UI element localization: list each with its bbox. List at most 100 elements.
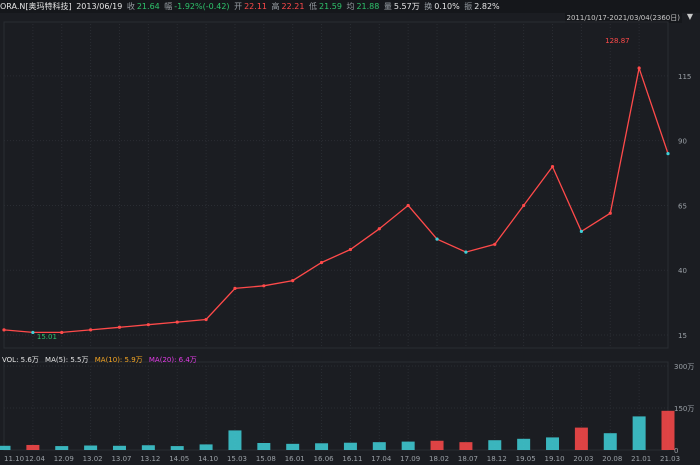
price-point	[89, 328, 93, 332]
open-label: 开	[234, 2, 243, 11]
x-tick-label: 20.03	[573, 455, 593, 463]
price-point	[464, 250, 468, 254]
volume-tick-label: 0	[674, 447, 678, 455]
symbol-label[interactable]: ORA.N[奥玛特科技]	[0, 2, 72, 11]
price-point	[522, 203, 526, 208]
volume-bar	[55, 446, 69, 450]
volume-bar	[401, 441, 415, 450]
avg-label: 均	[346, 2, 355, 11]
volume-bar	[228, 430, 242, 450]
price-annotation: 15.01	[37, 333, 57, 341]
quote-header: ORA.N[奥玛特科技] 2013/06/19 收 21.64 幅 -1.92%(-…	[0, 0, 700, 13]
volume-bar	[315, 443, 329, 450]
x-tick-label: 12.09	[54, 455, 74, 463]
price-point	[608, 211, 612, 215]
volume-bar	[372, 442, 386, 450]
volume-bar	[343, 442, 357, 450]
volume-bar	[430, 440, 444, 450]
volume-bar	[286, 443, 300, 450]
volume-bar	[661, 410, 675, 450]
turnover-label: 换	[424, 2, 433, 11]
x-tick-label: 13.07	[111, 455, 131, 463]
vol-label: 量	[383, 2, 392, 11]
x-tick-label: 16.06	[314, 455, 335, 463]
volume-bar	[257, 443, 271, 450]
date-label: 2013/06/19	[76, 2, 123, 11]
volume-bar	[0, 445, 11, 450]
x-tick-label: 15.08	[256, 455, 276, 463]
x-tick-label: 18.12	[487, 455, 507, 463]
price-point	[291, 279, 295, 283]
price-tick-label: 90	[678, 138, 687, 146]
price-point	[319, 260, 324, 265]
price-point	[579, 229, 583, 233]
volume-bar	[170, 446, 184, 450]
x-tick-label: 19.05	[516, 455, 536, 463]
x-tick-label: 11.10	[4, 455, 24, 463]
volume-header: VOL: 5.6万 MA(5): 5.5万 MA(10): 5.9万 MA(20…	[2, 355, 201, 365]
price-point	[377, 227, 381, 231]
volume-bar	[112, 445, 126, 450]
chevron-down-icon[interactable]: ▼	[686, 12, 694, 21]
x-tick-label: 14.05	[169, 455, 189, 463]
price-panel-frame	[3, 21, 669, 349]
vol-value: 5.57万	[393, 2, 420, 11]
price-point	[117, 325, 122, 329]
volume-bar	[141, 445, 155, 450]
price-point	[204, 317, 208, 322]
x-tick-label: 13.02	[83, 455, 103, 463]
open-value: 22.11	[244, 2, 267, 11]
price-point	[493, 242, 497, 246]
volume-bar	[603, 433, 617, 450]
x-tick-label: 16.11	[342, 455, 362, 463]
price-series-line	[3, 65, 669, 334]
price-point	[262, 284, 266, 288]
x-tick-label: 18.02	[429, 455, 449, 463]
price-tick-label: 40	[678, 267, 687, 275]
x-tick-label: 21.03	[660, 455, 680, 463]
volume-bar	[26, 444, 40, 450]
change-value: -1.92%(-0.42)	[174, 2, 230, 11]
price-point	[233, 286, 237, 290]
price-point	[175, 320, 179, 324]
close-label: 收	[126, 2, 135, 11]
high-label: 高	[271, 2, 280, 11]
price-point	[348, 247, 353, 252]
x-tick-label: 18.07	[458, 455, 478, 463]
volume-bar	[488, 440, 502, 450]
close-value: 21.64	[136, 2, 160, 11]
low-value: 21.59	[319, 2, 342, 11]
x-tick-label: 13.12	[140, 455, 160, 463]
price-point	[435, 237, 439, 241]
volume-bar	[84, 445, 98, 450]
volume-bar	[517, 438, 531, 450]
high-value: 22.21	[281, 2, 305, 11]
x-tick-label: 12.04	[25, 455, 46, 463]
volume-panel-frame	[3, 361, 669, 451]
change-label: 幅	[164, 2, 173, 11]
price-tick-label: 115	[678, 73, 691, 81]
x-tick-label: 17.04	[371, 455, 392, 463]
price-point	[406, 203, 410, 208]
ma10-indicator: MA(10): 5.9万	[94, 356, 143, 364]
price-point	[2, 328, 6, 332]
price-tick-label: 15	[678, 332, 687, 340]
volume-bar	[632, 416, 646, 450]
vol-indicator: VOL: 5.6万	[2, 356, 39, 364]
x-tick-label: 19.10	[545, 455, 565, 463]
amp-value: 2.82%	[474, 2, 500, 11]
price-point	[146, 323, 150, 327]
x-tick-label: 15.03	[227, 455, 247, 463]
volume-tick-label: 150万	[674, 405, 694, 413]
price-tick-label: 65	[678, 202, 687, 210]
price-point	[31, 330, 35, 335]
volume-bar	[459, 442, 473, 450]
price-point	[550, 164, 555, 169]
x-tick-label: 17.09	[400, 455, 420, 463]
volume-bar	[574, 427, 588, 450]
x-tick-label: 20.08	[602, 455, 622, 463]
ma5-indicator: MA(5): 5.5万	[45, 356, 89, 364]
low-label: 低	[309, 2, 317, 11]
price-point	[666, 152, 670, 156]
